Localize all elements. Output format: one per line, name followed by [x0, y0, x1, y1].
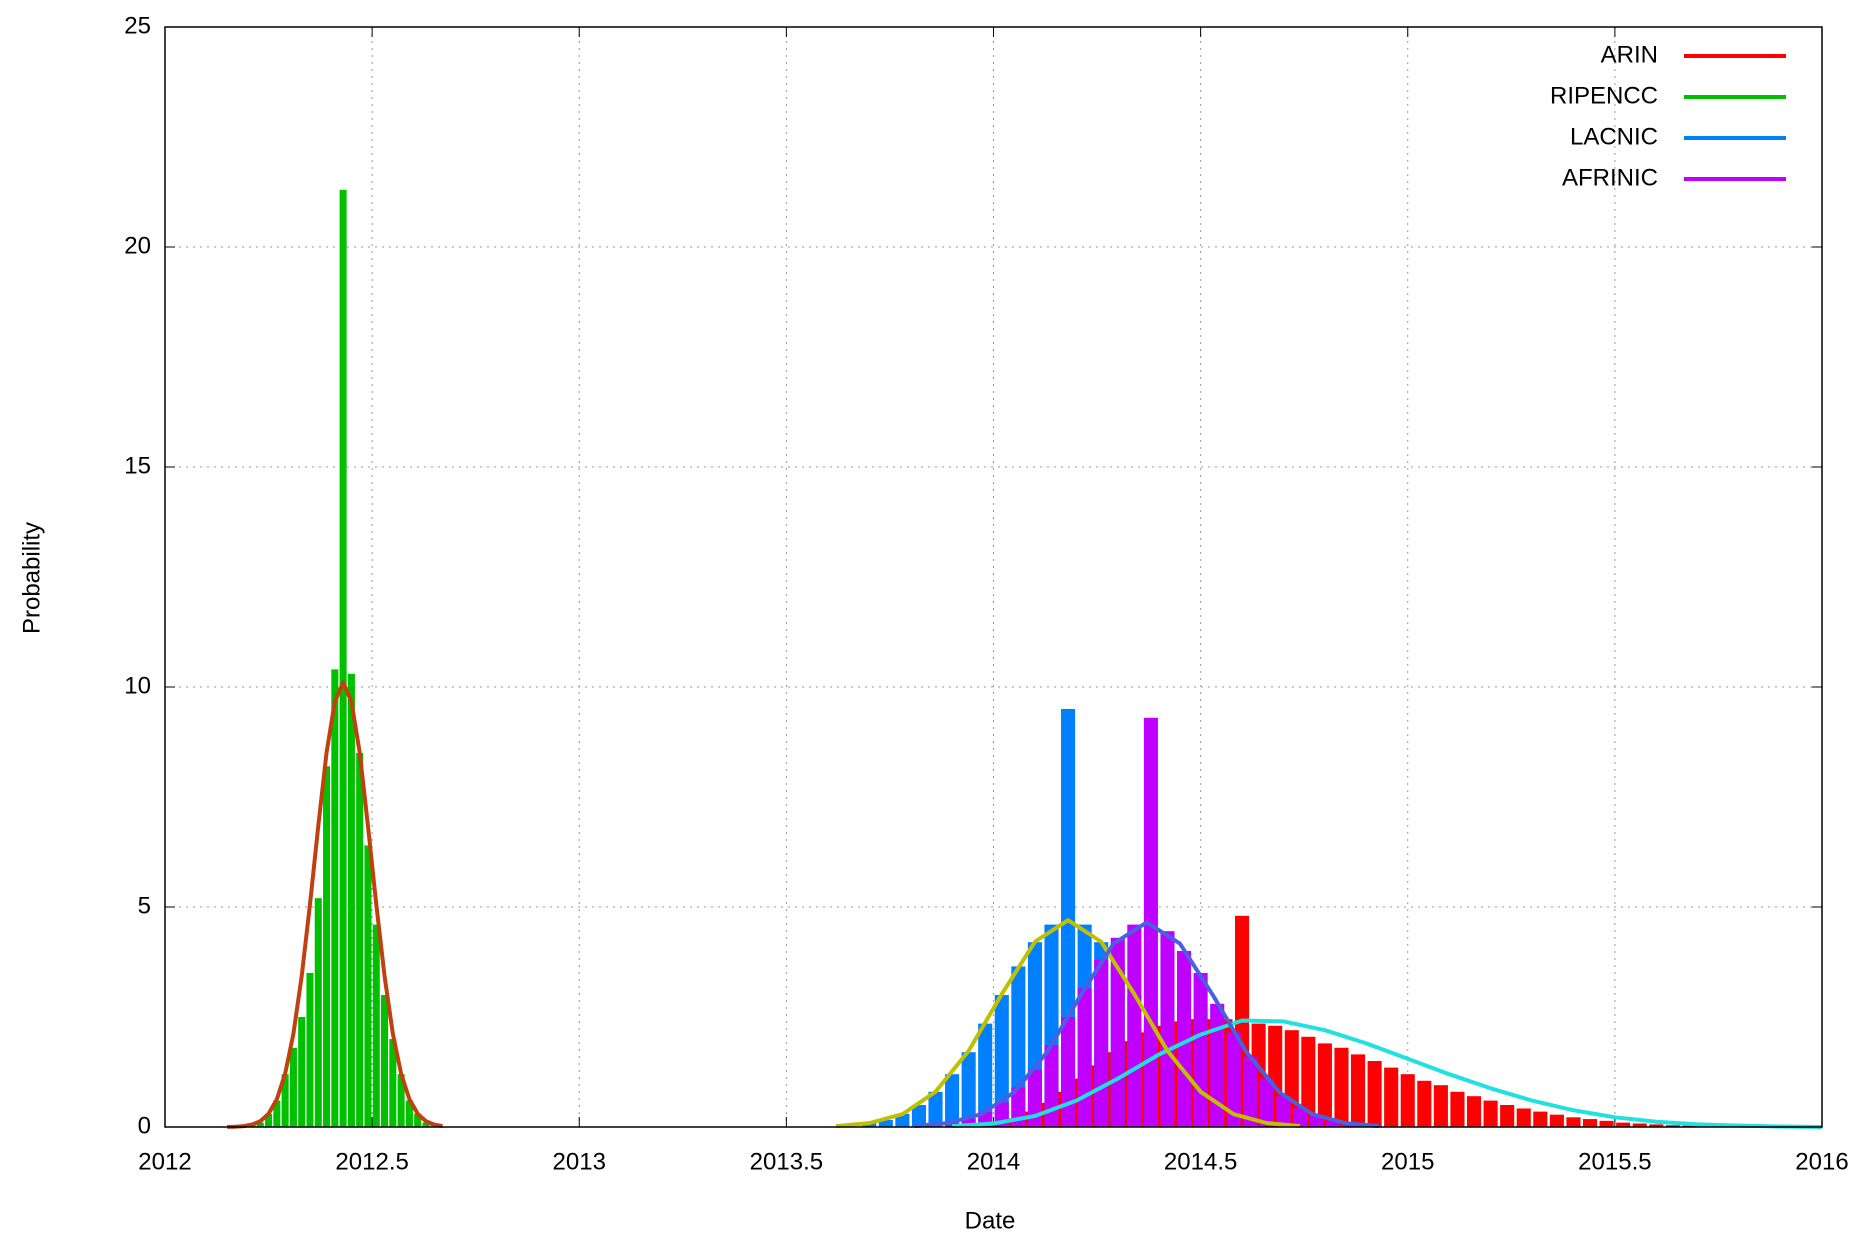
bar: [1500, 1105, 1515, 1127]
x-tick-label: 2014.5: [1164, 1148, 1237, 1175]
bar: [1334, 1047, 1349, 1127]
x-tick-label: 2012: [138, 1148, 191, 1175]
bar: [397, 1074, 405, 1127]
bar: [1226, 1032, 1241, 1127]
bar: [1616, 1122, 1631, 1127]
y-tick-label: 0: [138, 1112, 151, 1139]
bar: [1177, 951, 1192, 1127]
bar: [1003, 1118, 1018, 1127]
bar: [1665, 1125, 1680, 1127]
bar: [1599, 1120, 1614, 1127]
bar: [1301, 1036, 1316, 1127]
bar: [364, 845, 372, 1127]
bar: [928, 1091, 943, 1127]
bar: [422, 1122, 430, 1127]
bar: [1417, 1080, 1432, 1127]
bar: [323, 766, 331, 1127]
bar: [414, 1113, 422, 1127]
bar: [314, 898, 322, 1127]
bar: [1044, 1045, 1059, 1127]
bar: [1483, 1100, 1498, 1127]
bar: [961, 1118, 976, 1127]
bar: [1243, 1056, 1258, 1127]
bar: [1309, 1115, 1324, 1127]
bar: [381, 995, 389, 1127]
bar: [1367, 1061, 1382, 1127]
y-tick-label: 5: [138, 892, 151, 919]
bar: [1210, 1003, 1225, 1127]
bar: [961, 1052, 976, 1127]
bar: [306, 973, 314, 1127]
y-tick-label: 25: [124, 12, 151, 39]
fit-line: [914, 920, 1379, 1129]
x-tick-label: 2016: [1795, 1148, 1848, 1175]
y-tick-label: 15: [124, 452, 151, 479]
bar: [372, 924, 380, 1127]
bar: [1549, 1114, 1564, 1127]
legend-label: AFRINIC: [1562, 164, 1658, 191]
bar: [1293, 1108, 1308, 1127]
bar: [265, 1113, 273, 1127]
bar: [331, 669, 339, 1127]
bar: [1193, 973, 1208, 1127]
bar: [281, 1074, 289, 1127]
x-tick-label: 2012.5: [335, 1148, 408, 1175]
bar: [1466, 1096, 1482, 1127]
bar: [945, 1074, 960, 1127]
bar: [1011, 966, 1026, 1127]
bar: [1384, 1067, 1399, 1127]
x-tick-label: 2013.5: [750, 1148, 823, 1175]
bar: [298, 1017, 306, 1127]
x-tick-label: 2015.5: [1578, 1148, 1651, 1175]
bar: [389, 1039, 397, 1127]
bar: [1350, 1054, 1366, 1127]
bar: [1582, 1119, 1598, 1127]
bar: [1566, 1117, 1581, 1127]
bar: [1433, 1085, 1448, 1127]
bar: [1632, 1123, 1647, 1127]
bar: [1326, 1120, 1341, 1127]
bar: [405, 1100, 413, 1127]
bar: [1400, 1074, 1415, 1127]
fit-line: [951, 1018, 1823, 1129]
legend-label: ARIN: [1601, 41, 1658, 68]
bar: [911, 1105, 926, 1127]
bar: [347, 673, 355, 1127]
bar: [878, 1119, 893, 1127]
x-tick-label: 2015: [1381, 1148, 1434, 1175]
bar: [1160, 931, 1175, 1127]
bar: [1649, 1124, 1664, 1127]
bar: [1450, 1091, 1465, 1127]
fit-line: [835, 918, 1301, 1129]
y-tick-label: 10: [124, 672, 151, 699]
bar: [289, 1047, 297, 1127]
plot-frame: [164, 26, 1823, 1128]
bar: [1259, 1078, 1274, 1127]
bar: [1127, 924, 1142, 1127]
bar: [978, 1023, 993, 1127]
bar: [1061, 1017, 1076, 1127]
bar: [1533, 1111, 1548, 1127]
bar: [1317, 1043, 1332, 1127]
bar: [1276, 1096, 1291, 1127]
y-tick-label: 20: [124, 232, 151, 259]
y-axis-label: Probability: [18, 522, 45, 634]
bar: [1094, 959, 1109, 1127]
bar: [1516, 1108, 1531, 1127]
bar: [356, 753, 364, 1127]
bar: [994, 995, 1009, 1127]
bar: [1077, 988, 1092, 1127]
bar: [273, 1100, 281, 1127]
x-tick-label: 2014: [967, 1148, 1020, 1175]
bar: [256, 1122, 264, 1127]
x-tick-label: 2013: [553, 1148, 606, 1175]
x-axis-label: Date: [965, 1207, 1016, 1234]
legend-label: LACNIC: [1570, 123, 1658, 150]
fit-line: [227, 680, 443, 1129]
legend-label: RIPENCC: [1550, 82, 1658, 109]
bar: [339, 189, 347, 1128]
